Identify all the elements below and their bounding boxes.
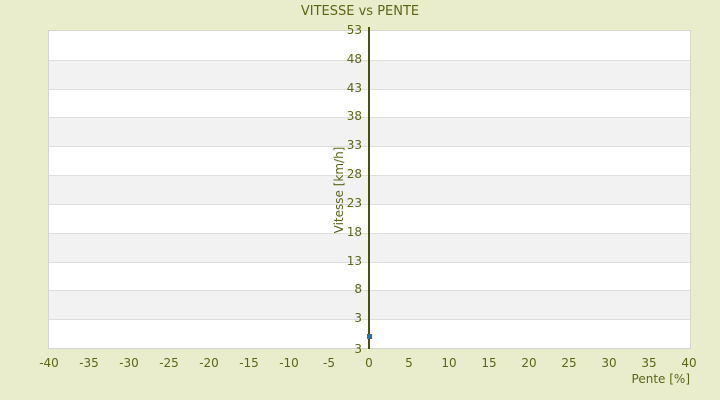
y-tick-label: 8 bbox=[354, 282, 362, 297]
x-tick-label: -30 bbox=[119, 356, 139, 370]
x-tick-label: -5 bbox=[323, 356, 335, 370]
x-tick-label: -25 bbox=[159, 356, 179, 370]
y-axis-zero-line bbox=[368, 27, 370, 349]
x-tick-label: -40 bbox=[39, 356, 59, 370]
y-tick-label: 3 bbox=[354, 311, 362, 326]
y-tick-label: 23 bbox=[346, 195, 362, 210]
data-point[interactable] bbox=[366, 333, 372, 339]
y-axis-title: Vitesse [km/h] bbox=[332, 146, 346, 234]
y-tick-label: 53 bbox=[346, 23, 362, 37]
y-tick-label: 33 bbox=[346, 138, 362, 153]
y-tick-label: 43 bbox=[346, 80, 362, 95]
x-tick-label: 20 bbox=[521, 356, 537, 370]
y-tick-label: 18 bbox=[346, 224, 362, 239]
y-tick-label: 13 bbox=[346, 253, 362, 268]
x-tick-label: -20 bbox=[199, 356, 219, 370]
x-tick-label: 15 bbox=[481, 356, 497, 370]
x-axis-title: Pente [%] bbox=[631, 372, 690, 386]
x-tick-label: 40 bbox=[681, 356, 697, 370]
x-tick-label: 30 bbox=[601, 356, 617, 370]
x-tick-label: 25 bbox=[561, 356, 577, 370]
x-tick-label: -35 bbox=[79, 356, 99, 370]
x-tick-label: -15 bbox=[239, 356, 259, 370]
x-tick-label: 5 bbox=[405, 356, 413, 370]
x-tick-label: 35 bbox=[641, 356, 657, 370]
y-tick-label: 48 bbox=[346, 51, 362, 66]
chart-title: VITESSE vs PENTE bbox=[300, 4, 420, 19]
x-tick-label: 0 bbox=[365, 356, 373, 370]
x-tick-label: 10 bbox=[441, 356, 457, 370]
y-tick-label: 28 bbox=[346, 167, 362, 182]
y-axis-min-label: 3 bbox=[354, 342, 362, 356]
x-tick-label: -10 bbox=[279, 356, 299, 370]
y-tick-label: 38 bbox=[346, 109, 362, 124]
